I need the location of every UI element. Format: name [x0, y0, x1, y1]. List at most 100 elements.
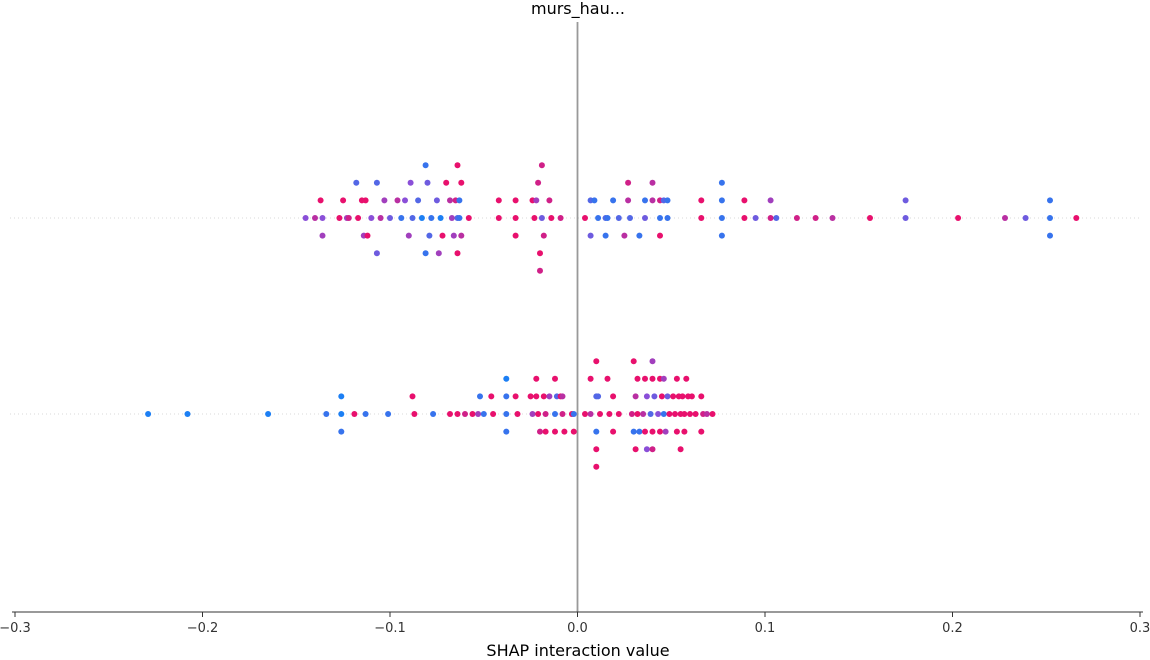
data-point [718, 215, 725, 221]
data-point [402, 197, 408, 204]
data-point [610, 428, 617, 435]
x-axis-label: SHAP interaction value [486, 641, 669, 660]
data-point [632, 393, 639, 400]
data-point [422, 250, 429, 257]
data-point [767, 197, 774, 204]
data-point [409, 393, 416, 400]
data-point [338, 411, 345, 417]
data-point [542, 428, 549, 435]
data-point [364, 232, 371, 239]
data-point [495, 215, 502, 221]
data-point [636, 232, 643, 239]
x-axis: −0.3 −0.2 −0.1 0.0 0.1 0.2 0.3 [0, 611, 1150, 636]
data-point [552, 375, 558, 382]
data-point [628, 411, 635, 417]
data-point [265, 411, 272, 417]
data-point [692, 411, 699, 417]
data-point [643, 393, 650, 400]
data-point [411, 411, 418, 417]
data-point [456, 197, 463, 204]
data-point [437, 215, 444, 221]
data-point [829, 215, 836, 221]
data-point [902, 215, 909, 221]
data-point [606, 411, 613, 417]
data-point [703, 411, 710, 417]
data-point [409, 215, 416, 221]
data-point [475, 411, 482, 417]
data-point [587, 232, 594, 239]
data-point [902, 197, 909, 204]
data-point [529, 411, 536, 417]
data-point [597, 411, 603, 417]
data-point [533, 375, 540, 382]
data-point [718, 232, 725, 239]
data-point [587, 375, 594, 382]
x-tick-label: 0.1 [755, 621, 776, 636]
data-point [698, 428, 705, 435]
data-point [698, 215, 705, 221]
data-point [458, 179, 465, 186]
data-point [433, 197, 440, 204]
data-point [443, 179, 450, 186]
data-point [323, 411, 330, 417]
data-point [867, 215, 873, 221]
data-point [439, 232, 446, 239]
data-point [647, 411, 654, 417]
data-point [351, 411, 358, 417]
data-point [642, 375, 648, 382]
data-point [535, 411, 542, 417]
data-point [709, 411, 716, 417]
data-point [636, 428, 643, 435]
data-point [595, 393, 602, 400]
data-point [546, 393, 553, 400]
x-tick-label: −0.2 [187, 621, 219, 636]
data-point [340, 197, 347, 204]
data-point [533, 197, 540, 204]
data-point [582, 411, 588, 417]
data-point [649, 428, 656, 435]
data-point [664, 393, 671, 400]
data-point [664, 215, 671, 221]
data-point [527, 393, 534, 400]
data-point [405, 232, 412, 239]
data-point [658, 393, 665, 400]
data-point [673, 428, 680, 435]
data-point [512, 197, 519, 204]
data-point [640, 411, 647, 417]
data-point [649, 375, 656, 382]
data-point [741, 197, 748, 204]
x-tick-label: 0.2 [942, 621, 963, 636]
data-point [718, 179, 725, 186]
data-point [657, 215, 663, 221]
data-point [621, 232, 628, 239]
data-point [426, 232, 433, 239]
data-point [312, 215, 318, 221]
data-point [368, 215, 375, 221]
data-point [773, 215, 780, 221]
data-point [454, 411, 461, 417]
data-point [625, 197, 632, 204]
data-point [535, 179, 542, 186]
data-point [317, 197, 324, 204]
data-point [465, 215, 472, 221]
data-point [302, 215, 309, 221]
data-point [681, 428, 688, 435]
data-point [632, 446, 639, 453]
data-point [415, 197, 422, 204]
data-point [660, 375, 667, 382]
data-point [1002, 215, 1008, 221]
data-point [649, 197, 656, 204]
data-point [651, 393, 658, 400]
data-point [377, 215, 384, 221]
data-point [615, 215, 622, 221]
data-point [422, 162, 429, 169]
data-point [495, 197, 502, 204]
data-point [490, 411, 497, 417]
data-point [512, 393, 519, 400]
data-point [649, 358, 656, 365]
data-point [666, 411, 673, 417]
data-point [593, 428, 600, 435]
data-point [540, 393, 547, 400]
data-point [454, 250, 461, 257]
x-tick-label: −0.3 [0, 621, 31, 636]
